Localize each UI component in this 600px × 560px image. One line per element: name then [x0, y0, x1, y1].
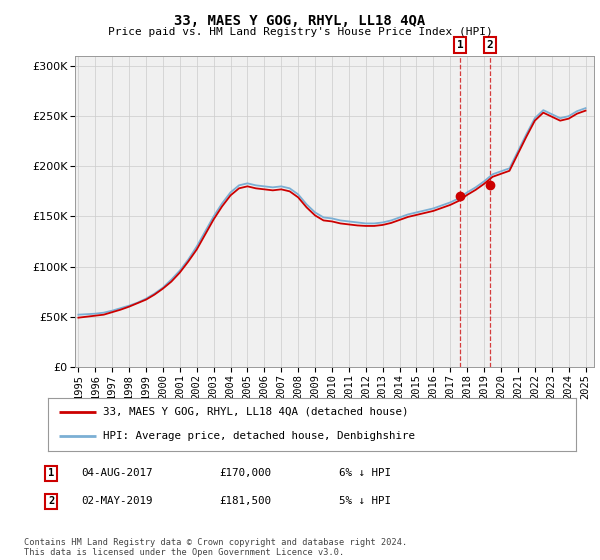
- Text: 5% ↓ HPI: 5% ↓ HPI: [339, 496, 391, 506]
- Text: 33, MAES Y GOG, RHYL, LL18 4QA: 33, MAES Y GOG, RHYL, LL18 4QA: [175, 14, 425, 28]
- Text: Price paid vs. HM Land Registry's House Price Index (HPI): Price paid vs. HM Land Registry's House …: [107, 27, 493, 37]
- Text: Contains HM Land Registry data © Crown copyright and database right 2024.
This d: Contains HM Land Registry data © Crown c…: [24, 538, 407, 557]
- Text: £170,000: £170,000: [219, 468, 271, 478]
- Text: HPI: Average price, detached house, Denbighshire: HPI: Average price, detached house, Denb…: [103, 431, 415, 441]
- Text: 33, MAES Y GOG, RHYL, LL18 4QA (detached house): 33, MAES Y GOG, RHYL, LL18 4QA (detached…: [103, 407, 409, 417]
- Text: £181,500: £181,500: [219, 496, 271, 506]
- Text: 02-MAY-2019: 02-MAY-2019: [81, 496, 152, 506]
- Text: 2: 2: [48, 496, 54, 506]
- Text: 2: 2: [487, 40, 493, 50]
- Text: 1: 1: [48, 468, 54, 478]
- Text: 1: 1: [457, 40, 463, 50]
- Text: 6% ↓ HPI: 6% ↓ HPI: [339, 468, 391, 478]
- Text: 04-AUG-2017: 04-AUG-2017: [81, 468, 152, 478]
